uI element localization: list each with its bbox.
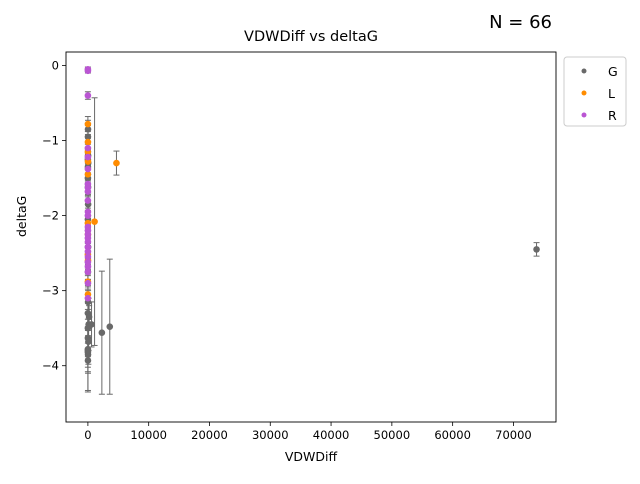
y-tick-label: −2 <box>42 209 59 223</box>
point-R <box>84 144 92 152</box>
point-G <box>106 323 114 330</box>
point-G <box>85 313 93 321</box>
point-R <box>84 279 92 287</box>
point-L <box>84 120 92 128</box>
point-R <box>84 92 92 99</box>
x-tick-label: 20000 <box>191 428 228 442</box>
point-L <box>91 218 98 225</box>
legend-box <box>563 56 627 127</box>
point-R <box>84 188 92 195</box>
point-R <box>84 294 92 302</box>
point-G <box>85 338 92 345</box>
legend-marker-R <box>581 112 587 118</box>
point-R <box>84 153 92 161</box>
x-axis-title: VDWDiff <box>284 449 338 464</box>
y-tick-label: 0 <box>52 59 59 73</box>
legend: GLR <box>563 56 627 127</box>
point-G <box>84 357 92 364</box>
x-tick-label: 10000 <box>130 428 167 442</box>
y-tick-label: −3 <box>42 284 59 298</box>
plot-area-frame <box>65 51 557 423</box>
point-R <box>84 212 92 219</box>
point-R <box>84 238 92 246</box>
point-G <box>533 246 540 253</box>
point-R <box>84 268 92 276</box>
point-L <box>113 159 120 167</box>
x-tick-label: 40000 <box>313 428 350 442</box>
legend-marker-L <box>581 90 587 96</box>
point-L <box>84 138 92 146</box>
y-tick-label: −1 <box>42 134 59 148</box>
y-tick-label: −4 <box>42 359 59 373</box>
axes-frame <box>65 51 557 423</box>
point-R <box>84 263 92 270</box>
point-R <box>84 67 92 75</box>
legend-label-R: R <box>608 108 617 123</box>
x-axis-ticks: 0 10000 20000 30000 40000 50000 60000 70000 <box>84 422 532 442</box>
y-axis-ticks: 0 −1 −2 −3 −4 <box>42 59 66 373</box>
error-bars <box>84 66 540 395</box>
point-G <box>84 324 92 332</box>
point-L <box>84 171 92 178</box>
x-tick-label: 60000 <box>434 428 471 442</box>
x-tick-label: 50000 <box>374 428 411 442</box>
legend-label-L: L <box>608 86 615 101</box>
y-axis-title: deltaG <box>14 195 29 237</box>
x-tick-label: 0 <box>84 428 91 442</box>
chart-title: VDWDiff vs deltaG <box>244 29 378 45</box>
point-G <box>84 347 92 355</box>
x-tick-label: 30000 <box>252 428 289 442</box>
x-tick-label: 70000 <box>495 428 532 442</box>
point-R <box>84 253 92 261</box>
point-G <box>84 126 92 133</box>
point-R <box>84 197 92 204</box>
point-R <box>84 248 92 255</box>
legend-marker-G <box>581 68 587 74</box>
legend-label-G: G <box>608 64 618 79</box>
data-points <box>84 65 540 364</box>
point-G <box>98 329 106 336</box>
point-G <box>84 133 92 141</box>
sample-size-label: N = 66 <box>489 12 552 33</box>
point-R <box>84 165 92 173</box>
